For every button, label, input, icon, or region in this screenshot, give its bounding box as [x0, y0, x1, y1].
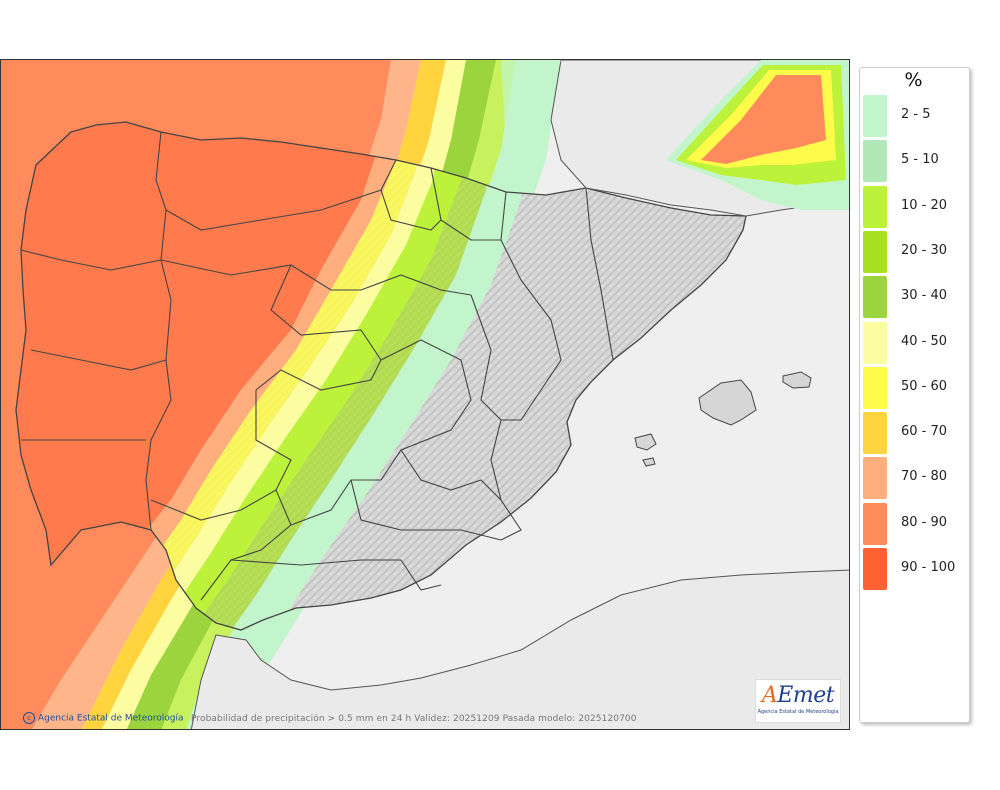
legend-swatch — [863, 230, 887, 273]
regional-borders — [20, 131, 614, 601]
legend-swatch — [863, 321, 887, 364]
copyright-icon: c — [23, 712, 35, 724]
legend-item: 60 - 70 — [863, 412, 963, 455]
legend-item: 40 - 50 — [863, 321, 963, 364]
legend-swatch — [863, 276, 887, 319]
ibiza-island — [634, 433, 657, 451]
mallorca-island — [698, 379, 757, 426]
legend-label: 5 - 10 — [901, 152, 939, 168]
field-band-20 — [126, 60, 496, 729]
north-africa-land — [190, 569, 849, 729]
map-svg — [1, 60, 849, 729]
legend-label: 50 - 60 — [901, 378, 948, 394]
field-band-40 — [101, 60, 466, 729]
legend-item: 70 - 80 — [863, 457, 963, 500]
legend-label: 70 - 80 — [901, 469, 948, 485]
agency-credit: c Agencia Estatal de Meteorología — [23, 712, 184, 724]
legend-title: % — [904, 69, 923, 91]
legend-item: 10 - 20 — [863, 185, 963, 228]
formentera-island — [642, 457, 656, 467]
legend-label: 2 - 5 — [901, 107, 931, 122]
credit-text: Agencia Estatal de Meteorología — [38, 713, 184, 724]
legend-item: 30 - 40 — [863, 276, 963, 319]
northeast-rain-area — [666, 60, 849, 210]
legend-label: 10 - 20 — [901, 197, 948, 213]
legend-label: 30 - 40 — [901, 288, 948, 304]
land-band-90 — [16, 122, 381, 600]
legend-label: 80 - 90 — [901, 514, 948, 530]
legend-label: 60 - 70 — [901, 424, 948, 440]
precipitation-probability-map[interactable]: c Agencia Estatal de Meteorología Probabi… — [0, 59, 850, 730]
legend-item: 90 - 100 — [863, 548, 963, 590]
aemet-logo: AEmet Agencia Estatal de Meteorología — [755, 679, 841, 723]
legend-item: 50 - 60 — [863, 366, 963, 409]
legend-swatch — [863, 140, 887, 183]
legend-label: 40 - 50 — [901, 333, 948, 349]
legend-swatch — [863, 457, 887, 500]
legend-swatch — [863, 366, 887, 409]
legend-swatch — [863, 185, 887, 228]
legend-swatch — [863, 95, 887, 137]
menorca-island — [782, 371, 812, 389]
legend-label: 20 - 30 — [901, 242, 948, 258]
legend-swatch — [863, 412, 887, 455]
sea-green-strip — [501, 60, 561, 160]
legend-item: 5 - 10 — [863, 140, 963, 183]
legend-item: 80 - 90 — [863, 502, 963, 545]
legend-label: 90 - 100 — [901, 560, 956, 575]
logo-wordmark: AEmet — [761, 683, 835, 708]
field-band-60 — [81, 60, 446, 729]
field-band-70 — [32, 60, 421, 729]
legend-swatch — [863, 548, 887, 590]
logo-subtitle: Agencia Estatal de Meteorología — [757, 709, 839, 715]
legend-item: 2 - 5 — [863, 95, 963, 137]
legend-panel: % 2 - 5 5 - 10 10 - 20 20 - 30 30 - 40 40 - 5… — [859, 67, 970, 723]
map-validity-info: Probabilidad de precipitación > 0.5 mm e… — [191, 714, 637, 724]
legend-swatch — [863, 502, 887, 545]
legend-item: 20 - 30 — [863, 230, 963, 273]
